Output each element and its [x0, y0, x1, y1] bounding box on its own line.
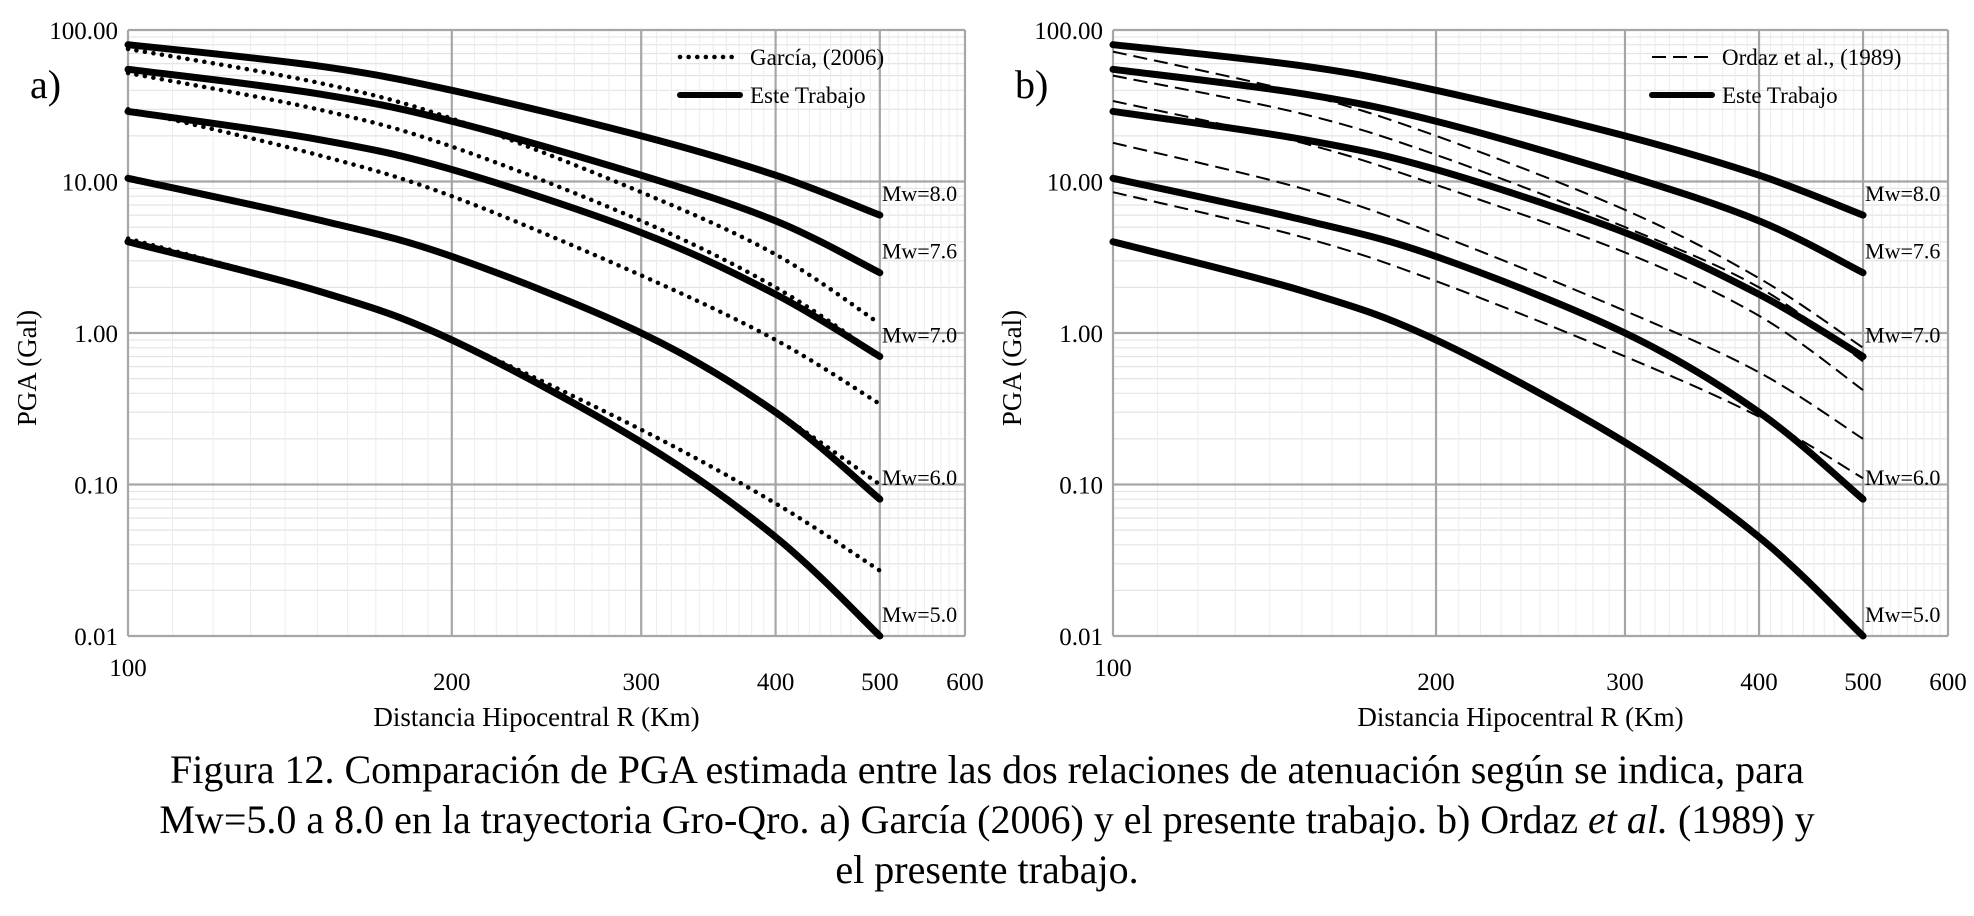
x-tick-label: 600	[946, 669, 984, 696]
magnitude-annotation: Mw=8.0	[1865, 181, 1940, 206]
magnitude-annotation: Mw=5.0	[882, 602, 957, 627]
legend: García, (2006) Este Trabajo	[677, 45, 884, 108]
y-tick-label: 0.10	[1059, 473, 1103, 500]
x-tick-label: 600	[1929, 669, 1967, 696]
series-line-este-trabajo-mw-8-0	[124, 41, 884, 219]
x-tick-label: 300	[1606, 669, 1644, 696]
y-axis-label: PGA (Gal)	[997, 310, 1027, 426]
x-tick-label: 100	[109, 655, 147, 682]
series-line-este-trabajo-mw-7-6	[124, 65, 884, 277]
series-line-este-trabajo-mw-7-0	[1109, 107, 1867, 360]
series-line-este-trabajo-mw-7-6	[1109, 65, 1867, 277]
y-tick-label: 10.00	[1047, 170, 1103, 197]
magnitude-annotation: Mw=6.0	[882, 465, 957, 490]
major-gridlines	[126, 28, 967, 638]
series-line-garc-a-2006-mw-8-0	[125, 46, 883, 327]
series-line-garc-a-2006-mw-7-0	[125, 106, 883, 407]
y-tick-label: 0.10	[74, 473, 118, 500]
legend-label: Ordaz et al., (1989)	[1722, 45, 1901, 70]
figure-caption: Figura 12. Comparación de PGA estimada e…	[0, 745, 1974, 895]
caption-line-1: Figura 12. Comparación de PGA estimada e…	[170, 747, 1804, 792]
series-line-este-trabajo-mw-7-0	[124, 107, 884, 360]
x-tick-label: 400	[1740, 669, 1778, 696]
y-axis-label: PGA (Gal)	[12, 310, 42, 426]
series-line-este-trabajo-mw-5-0	[1109, 238, 1867, 640]
legend-label: García, (2006)	[750, 45, 884, 70]
caption-line-2-end: (1989) y	[1667, 797, 1815, 842]
legend: Ordaz et al., (1989) Este Trabajo	[1649, 45, 1901, 108]
y-tick-label: 10.00	[62, 170, 118, 197]
magnitude-annotation: Mw=7.0	[1865, 322, 1940, 347]
major-gridlines	[1111, 28, 1950, 638]
caption-line-2-start: Mw=5.0 a 8.0 en la trayectoria Gro-Qro. …	[159, 797, 1588, 842]
series-line-este-trabajo-mw-6-0	[1109, 174, 1867, 503]
magnitude-annotation: Mw=8.0	[882, 181, 957, 206]
magnitude-annotation: Mw=5.0	[1865, 602, 1940, 627]
series-line-este-trabajo-mw-6-0	[124, 174, 884, 503]
caption-line-2: Mw=5.0 a 8.0 en la trayectoria Gro-Qro. …	[0, 795, 1974, 845]
magnitude-annotation: Mw=6.0	[1865, 465, 1940, 490]
y-tick-label: 100.00	[49, 18, 118, 45]
y-tick-label: 1.00	[74, 321, 118, 348]
series-group	[1109, 41, 1867, 640]
series-line-ordaz-et-al-1989-mw-5-0	[1112, 191, 1864, 480]
legend-label: Este Trabajo	[1722, 83, 1838, 108]
magnitude-annotation: Mw=7.0	[882, 322, 957, 347]
figure-canvas: 0.01 0.10 1.00 10.00 100.00 100 200 300 400 500 60…	[12, 18, 1967, 732]
x-tick-label: 500	[1844, 669, 1882, 696]
x-tick-label: 400	[757, 669, 795, 696]
y-tick-label: 100.00	[1034, 18, 1103, 45]
x-tick-label: 300	[622, 669, 660, 696]
panel-label: a)	[30, 62, 61, 107]
series-line-este-trabajo-mw-5-0	[124, 238, 884, 640]
y-tick-label: 0.01	[74, 624, 118, 651]
caption-italic-et-al: et al.	[1588, 797, 1668, 842]
series-line-este-trabajo-mw-8-0	[1109, 41, 1867, 219]
x-axis-label: Distancia Hipocentral R (Km)	[1357, 702, 1683, 732]
panel-a: 0.01 0.10 1.00 10.00 100.00 100 200 300 400 500 60…	[12, 18, 984, 732]
series-line-ordaz-et-al-1989-mw-7-0	[1112, 100, 1864, 391]
series-line-ordaz-et-al-1989-mw-7-6	[1112, 74, 1864, 363]
series-group	[124, 41, 884, 640]
x-tick-label: 200	[1417, 669, 1455, 696]
x-tick-label: 100	[1094, 655, 1132, 682]
magnitude-annotation: Mw=7.6	[882, 239, 957, 264]
series-line-garc-a-2006-mw-7-6	[125, 70, 883, 359]
series-line-ordaz-et-al-1989-mw-8-0	[1112, 50, 1864, 349]
magnitude-annotation: Mw=7.6	[1865, 239, 1940, 264]
y-tick-label: 0.01	[1059, 624, 1103, 651]
panel-label: b)	[1015, 62, 1048, 107]
panel-b: 0.01 0.10 1.00 10.00 100.00 100 200 300 400 500 60…	[997, 18, 1967, 732]
y-tick-label: 1.00	[1059, 321, 1103, 348]
x-tick-label: 500	[861, 669, 899, 696]
x-tick-label: 200	[433, 669, 471, 696]
x-axis-label: Distancia Hipocentral R (Km)	[373, 702, 699, 732]
caption-line-3: el presente trabajo.	[835, 847, 1139, 892]
series-line-ordaz-et-al-1989-mw-6-0	[1112, 141, 1864, 440]
legend-label: Este Trabajo	[750, 83, 866, 108]
